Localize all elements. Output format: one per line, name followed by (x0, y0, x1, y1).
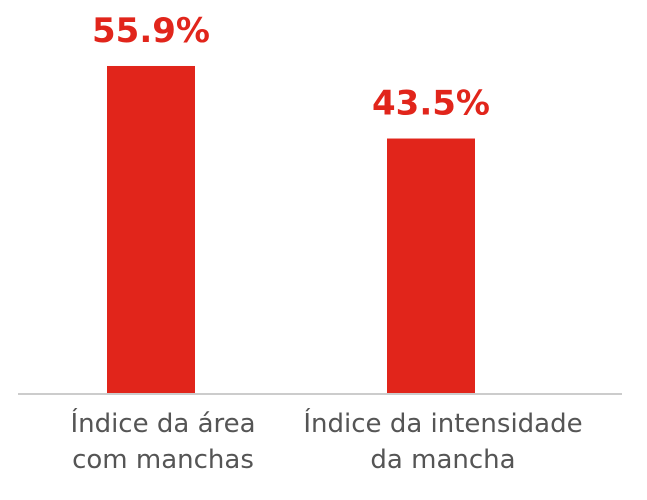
value-label-2: 43.5% (372, 84, 490, 124)
category-label-1-line-1: Índice da área (70, 407, 255, 439)
category-labels-group: Índice da área com manchas Índice da inten… (70, 407, 582, 475)
category-label-1-line-2: com manchas (72, 445, 254, 475)
bar-1 (107, 65, 195, 394)
category-label-2-line-1: Índice da intensidade (303, 407, 582, 439)
value-label-1: 55.9% (92, 11, 210, 51)
category-label-2-line-2: da mancha (370, 445, 515, 475)
bar-2 (387, 138, 475, 393)
value-labels-group: 55.9% 43.5% (92, 11, 490, 124)
bars-group (107, 65, 475, 394)
